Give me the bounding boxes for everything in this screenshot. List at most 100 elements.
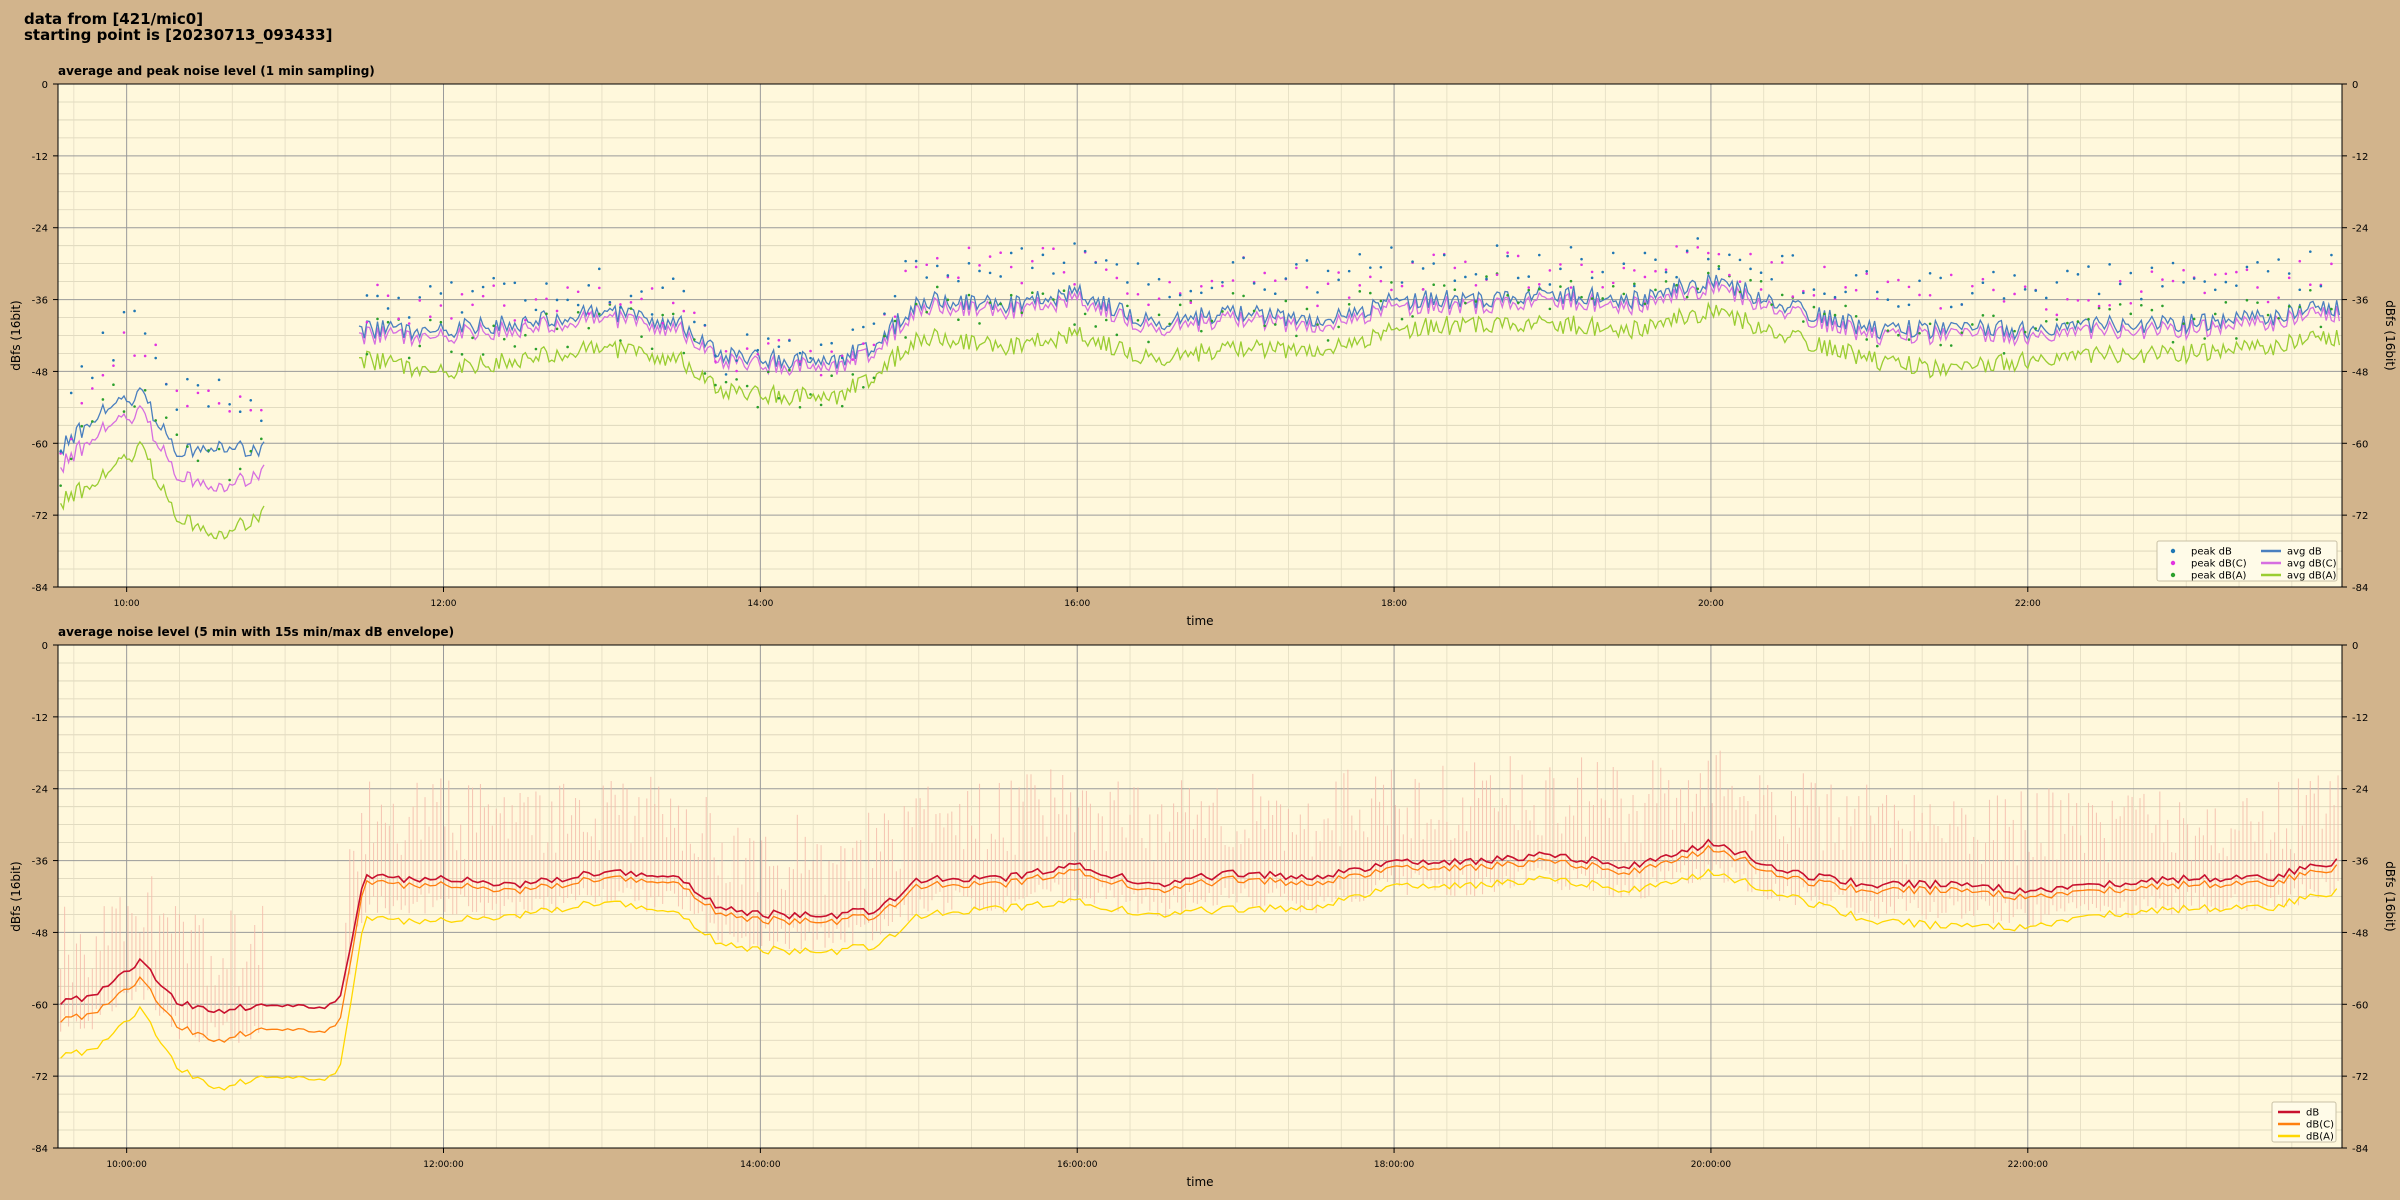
point-peak-db: [766, 337, 770, 340]
point-peak-db-c: [1432, 253, 1435, 257]
point-peak-db: [2023, 288, 2027, 291]
legend-label-peak-db: peak dB: [2191, 547, 2232, 558]
point-peak-db-c: [2002, 300, 2006, 303]
point-peak-db-c: [1928, 294, 1932, 297]
point-peak-db-c: [1421, 288, 1425, 291]
point-peak-db: [1157, 277, 1161, 281]
point-peak-db-c: [502, 304, 506, 307]
point-peak-db: [175, 408, 179, 411]
point-peak-db-a: [1157, 313, 1161, 317]
point-peak-db-c: [365, 320, 369, 324]
series-peak-db-a: [59, 264, 2333, 487]
point-peak-db: [1432, 262, 1435, 265]
point-peak-db-c: [566, 286, 569, 289]
point-peak-db: [1347, 269, 1351, 273]
chart-title: average and peak noise level (1 min samp…: [58, 64, 375, 78]
point-peak-db: [2309, 250, 2312, 253]
point-peak-db-a: [2330, 307, 2333, 311]
point-peak-db: [872, 322, 876, 325]
point-peak-db-c: [460, 292, 464, 296]
point-peak-db-a: [1326, 339, 1330, 342]
point-peak-db-a: [101, 398, 105, 401]
point-peak-db-a: [1759, 279, 1763, 283]
point-peak-db-a: [2076, 320, 2080, 323]
point-peak-db-c: [1147, 303, 1150, 307]
point-peak-db: [2287, 272, 2291, 275]
point-peak-db-c: [1580, 263, 1583, 267]
point-peak-db: [1453, 279, 1457, 283]
point-peak-db: [238, 410, 242, 414]
point-peak-db-c: [935, 256, 939, 260]
point-peak-db-a: [460, 353, 464, 356]
legend-label-peak-db-c: peak dB(C): [2191, 559, 2247, 570]
point-peak-db: [735, 359, 738, 362]
x-tick-label: 14:00: [747, 599, 773, 609]
legend-label-db-a: dB(A): [2306, 1132, 2334, 1143]
chart-average-and-peak: 0 0 -12 -12 -24 -24 -36 -36 -48 -48 -60 -60 -72 -72 -8…: [9, 64, 2397, 628]
point-peak-db-c: [777, 338, 781, 342]
point-peak-db-a: [1147, 340, 1150, 344]
point-peak-db-a: [2140, 303, 2143, 307]
point-peak-db-a: [597, 312, 601, 316]
legend-label-avg-db-a: avg dB(A): [2287, 571, 2337, 582]
point-peak-db: [2129, 271, 2133, 275]
point-peak-db-c: [555, 309, 559, 313]
point-peak-db-a: [2129, 312, 2133, 316]
point-peak-db-c: [2277, 296, 2280, 299]
point-peak-db: [1559, 267, 1562, 271]
line-db: [60, 838, 2338, 1014]
point-peak-db-c: [851, 358, 855, 361]
point-peak-db-a: [2213, 312, 2217, 316]
point-peak-db-c: [1548, 269, 1552, 272]
point-peak-db-a: [1337, 325, 1340, 329]
point-peak-db-a: [260, 437, 263, 441]
legend-label-peak-db-a: peak dB(A): [2191, 571, 2247, 582]
point-peak-db-c: [1295, 266, 1298, 270]
point-peak-db: [407, 316, 411, 319]
point-peak-db-c: [2182, 268, 2185, 272]
point-peak-db: [555, 298, 559, 302]
y-tick-label: -84: [32, 583, 48, 594]
point-peak-db: [1115, 263, 1119, 266]
point-peak-db-a: [1390, 281, 1393, 284]
point-peak-db-c: [671, 301, 675, 305]
point-peak-db-a: [1305, 307, 1309, 311]
point-peak-db: [1833, 295, 1837, 299]
point-peak-db-a: [1897, 333, 1900, 337]
point-peak-db-c: [2076, 299, 2080, 302]
x-tick-label: 20:00:00: [1691, 1160, 1732, 1170]
y-tick-label-right: -36: [2352, 857, 2368, 868]
point-peak-db-c: [2055, 313, 2059, 317]
point-peak-db-c: [1886, 280, 1890, 284]
point-peak-db-a: [91, 420, 94, 423]
x-tick-label: 16:00:00: [1057, 1160, 1098, 1170]
point-peak-db-c: [1780, 261, 1784, 264]
point-peak-db-c: [1875, 297, 1879, 301]
point-peak-db: [1031, 266, 1034, 270]
point-peak-db: [597, 267, 601, 271]
point-peak-db-a: [788, 368, 791, 372]
point-peak-db-a: [988, 301, 992, 304]
point-peak-db-a: [629, 307, 633, 310]
point-peak-db-a: [2256, 301, 2259, 304]
point-peak-db-a: [1031, 291, 1034, 295]
y-tick-label-right: -48: [2352, 367, 2368, 378]
point-peak-db: [1960, 303, 1964, 306]
point-peak-db-c: [1126, 292, 1129, 295]
point-peak-db-c: [1073, 283, 1076, 286]
series-db-a: [60, 868, 2338, 1091]
point-peak-db: [1865, 269, 1869, 273]
point-peak-db: [830, 341, 833, 345]
series-avg-db-a: [60, 301, 2341, 540]
point-peak-db: [492, 276, 495, 280]
point-peak-db-a: [524, 333, 527, 337]
point-peak-db: [513, 281, 517, 285]
point-peak-db-c: [1918, 293, 1921, 297]
point-peak-db-c: [1759, 288, 1763, 291]
y-tick-label-right: -36: [2352, 296, 2368, 307]
point-peak-db-c: [650, 287, 654, 290]
x-tick-label: 12:00:00: [423, 1160, 464, 1170]
y-tick-label: -12: [32, 152, 48, 163]
point-peak-db-a: [1168, 322, 1171, 326]
point-peak-db-a: [1083, 312, 1087, 316]
